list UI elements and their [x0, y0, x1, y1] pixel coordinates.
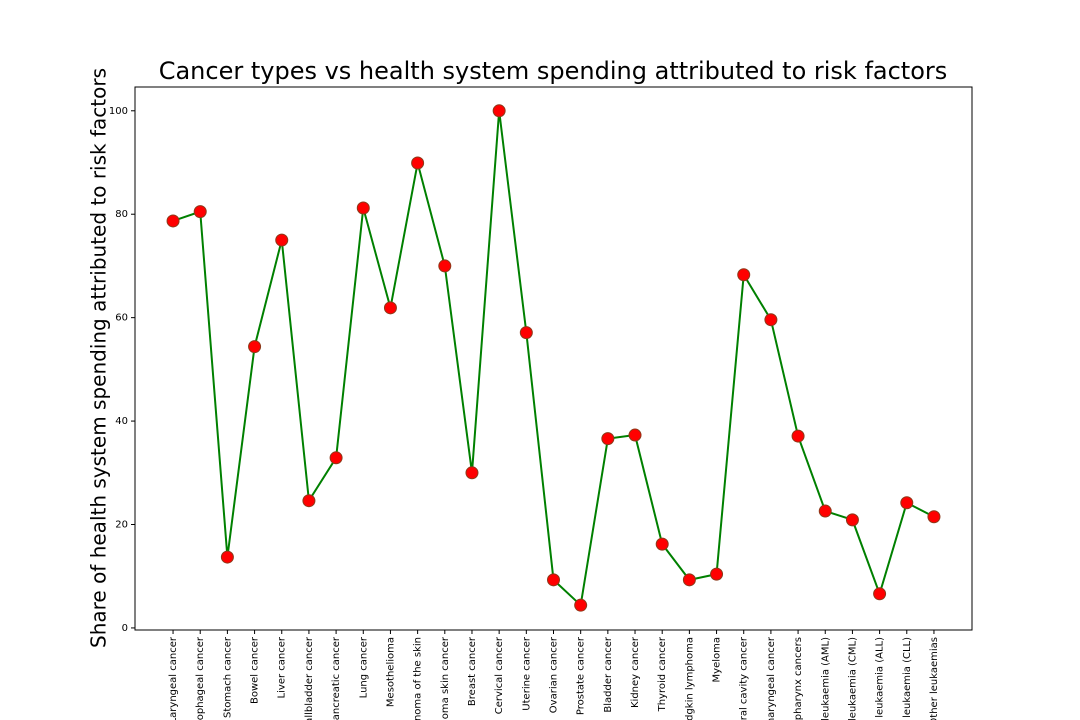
x-tick-label: Non-melanoma skin cancer [440, 636, 451, 720]
data-point [900, 496, 914, 510]
y-tick-label: 20 [115, 520, 128, 531]
x-tick-label: Other leukaemias [929, 637, 940, 720]
x-tick-label: Thyroid cancer [657, 636, 668, 712]
data-point [818, 504, 832, 518]
data-point [492, 104, 506, 118]
x-tick-label: Gallbladder cancer [304, 636, 315, 720]
x-tick-label: Pancreatic cancer [331, 636, 342, 720]
x-tick-label: Oesophageal cancer [195, 636, 206, 720]
data-point [166, 214, 180, 228]
data-point [791, 429, 805, 443]
x-tick-label: Stomach cancer [222, 636, 233, 718]
x-tick-label: Myeloma [712, 637, 723, 682]
data-point [927, 510, 941, 524]
x-tick-label: Uterine cancer [521, 636, 532, 711]
y-tick-label: 100 [109, 106, 128, 117]
x-tick-label: Ovarian cancer [549, 636, 560, 713]
data-point [220, 550, 234, 564]
data-point [411, 156, 425, 170]
data-line [172, 110, 935, 608]
x-tick-label: Chronic myeloid leukaemia (CML) [847, 637, 858, 720]
x-tick-label: Acute myeloid leukaemia (AML) [820, 637, 831, 720]
y-axis-label: Share of health system spending attribut… [87, 68, 111, 648]
data-point [302, 494, 316, 508]
data-point [329, 451, 343, 465]
x-tick-label: Prostate cancer [576, 636, 587, 715]
data-point [710, 567, 724, 581]
x-tick-label: Nasopharyngeal cancer [766, 636, 777, 720]
x-tick-label: Mesothelioma [385, 637, 396, 707]
x-tick-label: Lung cancer [358, 636, 369, 698]
x-tick-label: Cervical cancer [494, 636, 505, 714]
data-point [737, 268, 751, 282]
data-point [193, 205, 207, 219]
y-tick-label: 0 [122, 623, 128, 634]
data-point [574, 598, 588, 612]
data-point [845, 513, 859, 527]
x-tick-label: Oral cavity cancer [739, 636, 750, 720]
x-tick-label: Acute lymphoblastic leukaemia (ALL) [875, 637, 886, 720]
data-point [601, 432, 615, 446]
x-tick-label: Kidney cancer [630, 636, 641, 708]
x-tick-label: Chronic lymphocytic leukaemia (CLL) [902, 637, 913, 720]
data-point [873, 587, 887, 601]
chart-title: Cancer types vs health system spending a… [159, 57, 948, 85]
x-tick-label: Bladder cancer [603, 636, 614, 713]
data-point [356, 201, 370, 215]
data-point [248, 340, 262, 354]
data-point [655, 537, 669, 551]
data-point [764, 313, 778, 327]
y-tick-label: 80 [115, 209, 128, 220]
data-point [438, 259, 452, 273]
x-tick-label: Liver cancer [277, 636, 288, 698]
data-point [547, 573, 560, 587]
x-tick-label: Other pharynx cancers [793, 637, 804, 720]
y-tick-label: 40 [115, 416, 128, 427]
data-point [682, 573, 696, 587]
data-point [275, 233, 289, 247]
x-tick-label: Breast cancer [467, 636, 478, 706]
data-point [628, 428, 642, 442]
x-tick-label: Non-Hodgkin lymphoma [684, 637, 695, 720]
data-point [383, 301, 397, 315]
y-tick-label: 60 [115, 313, 128, 324]
x-tick-label: Melanoma of the skin [413, 637, 424, 720]
x-tick-label: Laryngeal cancer [168, 636, 179, 720]
x-tick-label: Bowel cancer [250, 636, 261, 704]
data-point [519, 326, 533, 340]
data-point [465, 466, 479, 480]
plot-frame [134, 86, 973, 631]
